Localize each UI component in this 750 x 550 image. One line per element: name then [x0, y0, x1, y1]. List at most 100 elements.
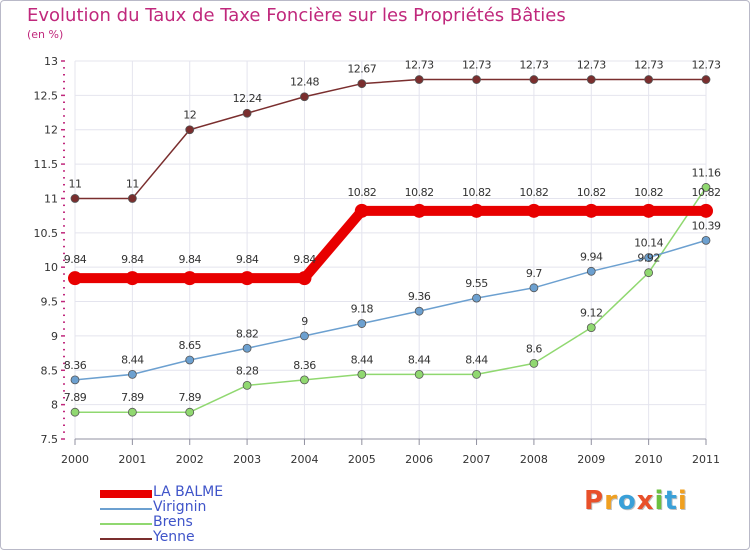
data-label: 10.82	[692, 186, 721, 199]
y-tick-label: 8	[51, 399, 58, 412]
data-point	[240, 271, 255, 286]
data-point	[185, 407, 195, 417]
data-point	[644, 268, 654, 278]
series-line-yenne	[75, 78, 706, 200]
legend-label: Yenne	[153, 529, 195, 545]
x-tick-label: 2006	[405, 453, 433, 466]
y-tick-label: 8.5	[41, 364, 59, 377]
data-point	[586, 266, 596, 276]
data-label: 10.82	[577, 186, 606, 199]
y-tick-label: 10.5	[34, 227, 59, 240]
data-point	[469, 203, 484, 218]
data-point	[412, 203, 427, 218]
data-label: 7.89	[178, 391, 201, 404]
legend-label: LA BALME	[153, 484, 224, 500]
data-label: 9.94	[580, 250, 603, 263]
data-point	[472, 75, 481, 84]
data-label: 9.92	[637, 252, 660, 265]
data-label: 10.82	[519, 186, 548, 199]
data-label: 8.82	[236, 327, 259, 340]
data-point	[242, 380, 252, 390]
legend-label: Virignin	[153, 499, 207, 515]
x-tick-label: 2010	[635, 453, 663, 466]
x-tick-label: 2001	[118, 453, 146, 466]
logo-letter: o	[617, 486, 637, 516]
data-label: 8.36	[64, 359, 87, 372]
series-line-virignin	[74, 239, 707, 381]
data-label: 8.6	[526, 342, 542, 355]
legend-swatch	[100, 537, 152, 540]
legend-swatch	[100, 507, 152, 510]
data-point	[357, 319, 367, 328]
logo-letter: r	[604, 486, 618, 516]
x-tick-label: 2011	[692, 453, 720, 466]
data-label: 7.89	[64, 391, 87, 404]
y-tick-label: 13	[44, 55, 58, 68]
data-label: 8.44	[408, 353, 431, 366]
data-point	[300, 92, 309, 102]
series-line-brens	[75, 187, 707, 413]
data-label: 9.84	[293, 253, 316, 266]
data-label: 12.73	[634, 59, 663, 72]
unit-label: (en %)	[27, 28, 64, 41]
data-point	[242, 108, 252, 118]
x-tick-label: 2007	[463, 453, 491, 466]
data-point	[701, 75, 711, 84]
x-tick-label: 2002	[176, 453, 204, 466]
data-label: 12.24	[233, 92, 262, 105]
y-tick-label: 7.5	[41, 433, 59, 446]
data-label: 12.73	[462, 59, 491, 72]
data-label: 11.16	[692, 166, 721, 179]
data-label: 9.84	[178, 253, 201, 266]
data-label: 10.82	[347, 186, 376, 199]
data-point	[701, 183, 711, 192]
chart-title: Evolution du Taux de Taxe Foncière sur l…	[27, 5, 566, 26]
data-point	[70, 194, 80, 203]
data-point	[414, 75, 424, 84]
data-label: 7.89	[121, 391, 144, 404]
y-tick-label: 9	[51, 330, 58, 343]
logo-letter: t	[664, 486, 678, 516]
data-label: 12.67	[347, 63, 376, 76]
data-point	[357, 79, 367, 89]
data-point	[414, 306, 424, 316]
data-point	[185, 125, 195, 135]
data-label: 8.44	[465, 353, 488, 366]
y-tick-label: 9.5	[41, 296, 59, 309]
data-label: 12.48	[290, 76, 319, 89]
plot-area	[75, 61, 706, 439]
data-point	[584, 203, 599, 218]
data-label: 11	[126, 177, 139, 190]
data-point	[185, 355, 195, 365]
data-point	[68, 271, 82, 286]
y-tick-label: 12	[44, 124, 58, 137]
y-tick-label: 12.5	[34, 89, 59, 102]
data-label: 8.28	[236, 364, 259, 377]
data-label: 11	[69, 177, 82, 190]
data-point	[357, 369, 367, 379]
data-point	[125, 271, 140, 286]
data-point	[641, 203, 656, 218]
data-point	[699, 203, 713, 218]
data-label: 10.82	[634, 186, 663, 199]
data-label: 9	[301, 315, 308, 328]
data-point	[182, 271, 197, 286]
data-label: 9.84	[121, 253, 144, 266]
data-label: 9.12	[580, 307, 603, 320]
data-label: 8.44	[121, 353, 144, 366]
x-tick-label: 2009	[577, 453, 605, 466]
y-tick-label: 10	[44, 261, 58, 274]
data-point	[70, 407, 80, 417]
series-line-la-balme	[75, 205, 706, 284]
data-label: 9.7	[526, 267, 542, 280]
data-point	[414, 369, 424, 379]
data-label: 12.73	[577, 59, 606, 72]
data-label: 9.36	[408, 290, 431, 303]
data-point	[644, 253, 654, 262]
x-tick-label: 2000	[61, 453, 89, 466]
data-point	[529, 75, 539, 84]
x-tick-label: 2005	[348, 453, 376, 466]
data-label: 9.18	[351, 303, 374, 316]
data-label: 12.73	[405, 59, 434, 72]
data-point	[586, 75, 596, 84]
